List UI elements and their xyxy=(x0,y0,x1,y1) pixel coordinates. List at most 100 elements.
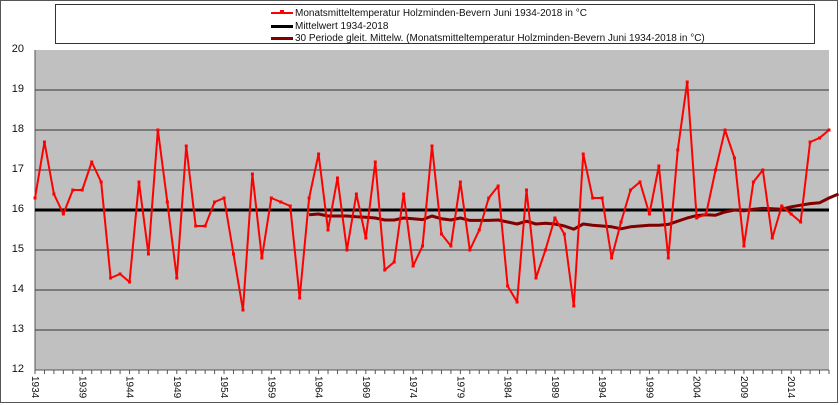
data-point-marker xyxy=(42,140,46,144)
data-point-marker xyxy=(827,128,831,132)
data-point-marker xyxy=(458,180,462,184)
data-point-marker xyxy=(146,252,150,256)
legend-item-monthly-temp: Monatsmitteltemperatur Holzminden-Bevern… xyxy=(271,7,587,19)
x-tick-label: 1944 xyxy=(123,376,135,399)
data-point-marker xyxy=(307,196,311,200)
data-point-marker xyxy=(704,212,708,216)
data-point-marker xyxy=(657,164,661,168)
x-tick-label: 1964 xyxy=(312,376,324,399)
legend-label: Monatsmitteltemperatur Holzminden-Bevern… xyxy=(295,7,587,19)
data-point-marker xyxy=(449,244,453,248)
data-point-marker xyxy=(629,188,632,192)
x-tick-label: 1939 xyxy=(76,376,88,399)
data-point-marker xyxy=(90,160,94,164)
data-point-marker xyxy=(714,168,718,172)
x-tick-label: 1954 xyxy=(218,376,230,399)
data-point-marker xyxy=(118,272,122,276)
data-point-marker xyxy=(269,196,273,200)
data-point-marker xyxy=(572,304,576,308)
data-point-marker xyxy=(260,256,264,260)
data-point-marker xyxy=(137,180,141,184)
data-point-marker xyxy=(80,188,84,192)
legend-item-moving-average: 30 Periode gleit. Mittelw. (Monatsmittel… xyxy=(271,32,705,44)
data-point-marker xyxy=(562,232,566,236)
data-point-marker xyxy=(279,200,283,204)
data-point-marker xyxy=(647,212,651,216)
x-tick-label: 2004 xyxy=(690,376,702,399)
y-tick-label: 20 xyxy=(11,43,24,55)
x-tick-label: 1989 xyxy=(548,376,560,399)
data-point-marker xyxy=(732,156,736,160)
data-point-marker xyxy=(591,196,595,200)
y-tick-label: 17 xyxy=(11,163,24,175)
data-point-marker xyxy=(232,252,235,256)
data-point-marker xyxy=(392,260,396,264)
data-point-marker xyxy=(364,236,368,240)
legend-item-mean: Mittelwert 1934-2018 xyxy=(271,20,388,32)
x-tick-label: 1969 xyxy=(359,376,371,399)
y-tick-label: 15 xyxy=(11,243,24,255)
x-tick-label: 1994 xyxy=(596,376,608,399)
data-point-marker xyxy=(335,176,339,180)
y-tick-label: 19 xyxy=(11,83,24,95)
data-point-marker xyxy=(326,228,330,232)
data-point-marker xyxy=(439,232,443,236)
data-point-marker xyxy=(430,144,434,148)
legend-swatch-black-line-icon xyxy=(271,24,293,28)
x-tick-label: 1999 xyxy=(643,376,655,399)
data-point-marker xyxy=(789,212,793,216)
x-tick-label: 1949 xyxy=(170,376,182,399)
data-point-marker xyxy=(345,248,349,252)
data-point-marker xyxy=(165,200,169,204)
data-point-marker xyxy=(317,152,321,156)
data-point-marker xyxy=(534,276,538,280)
data-point-marker xyxy=(770,236,774,240)
x-tick-label: 1979 xyxy=(454,376,466,399)
data-point-marker xyxy=(52,192,56,196)
data-point-marker xyxy=(194,224,198,228)
data-point-marker xyxy=(288,204,292,208)
data-point-marker xyxy=(685,80,689,84)
data-point-marker xyxy=(402,192,406,196)
y-tick-label: 12 xyxy=(11,363,24,375)
data-point-marker xyxy=(99,180,103,184)
data-point-marker xyxy=(600,196,604,200)
data-point-marker xyxy=(175,276,179,280)
data-point-marker xyxy=(477,228,481,232)
data-point-marker xyxy=(61,212,65,216)
data-point-marker xyxy=(241,308,245,312)
data-point-marker xyxy=(638,180,642,184)
legend-swatch-red-line-icon xyxy=(271,10,293,14)
x-tick-label: 1974 xyxy=(407,376,419,399)
data-point-marker xyxy=(33,196,37,200)
data-point-marker xyxy=(676,148,680,152)
data-point-marker xyxy=(525,188,529,192)
data-point-marker xyxy=(487,196,491,200)
data-point-marker xyxy=(128,280,132,284)
data-point-marker xyxy=(742,244,746,248)
data-point-marker xyxy=(723,128,727,132)
y-tick-label: 16 xyxy=(11,203,24,215)
x-tick-label: 1959 xyxy=(265,376,277,399)
legend-label: Mittelwert 1934-2018 xyxy=(295,20,389,32)
data-point-marker xyxy=(695,216,699,220)
legend-swatch-darkred-line-icon xyxy=(271,36,293,40)
data-point-marker xyxy=(761,168,765,172)
legend-label: 30 Periode gleit. Mittelw. (Monatsmittel… xyxy=(295,32,705,44)
data-point-marker xyxy=(496,184,500,188)
data-point-marker xyxy=(506,284,510,288)
data-point-marker xyxy=(818,136,822,140)
data-point-marker xyxy=(250,172,254,176)
data-point-marker xyxy=(666,256,670,260)
data-point-marker xyxy=(354,192,358,196)
data-point-marker xyxy=(383,268,387,272)
data-point-marker xyxy=(751,180,755,184)
x-tick-label: 2009 xyxy=(737,376,749,399)
data-point-marker xyxy=(421,244,425,248)
data-point-marker xyxy=(581,152,585,156)
data-point-marker xyxy=(515,300,519,304)
y-tick-label: 13 xyxy=(11,323,24,335)
legend: Monatsmitteltemperatur Holzminden-Bevern… xyxy=(55,4,815,44)
data-point-marker xyxy=(71,188,75,192)
